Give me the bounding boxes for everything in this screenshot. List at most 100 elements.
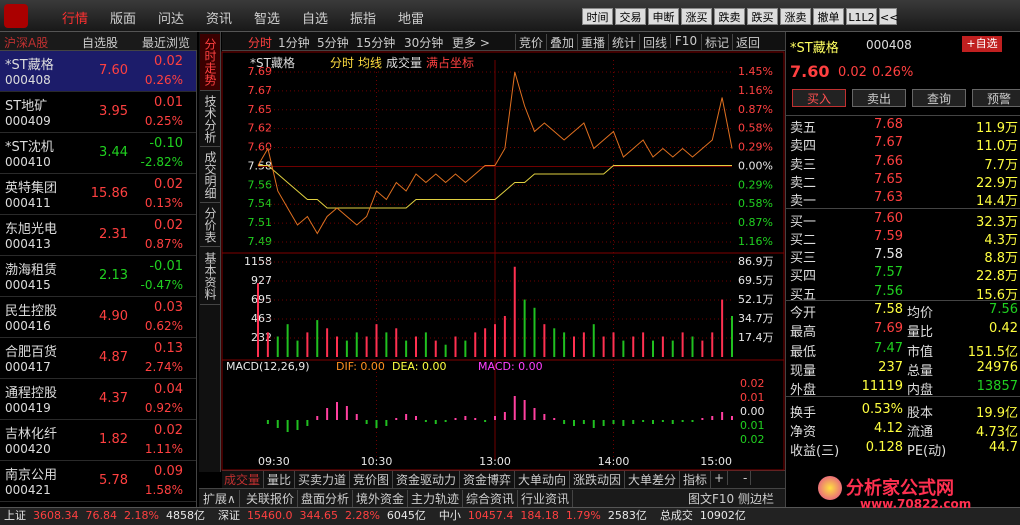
bottom-tab-2[interactable]: 境外资金 <box>356 490 409 507</box>
stock-row[interactable]: *ST沈机 000410 3.44 -0.10 -2.82% <box>0 133 196 174</box>
chart-tool[interactable]: 回线 <box>639 34 670 51</box>
stock-row[interactable]: 民生控股 000416 4.90 0.03 0.62% <box>0 297 196 338</box>
toolbar-button[interactable]: 涨卖 <box>780 8 811 25</box>
bottom-tab-2[interactable]: 扩展∧ <box>203 490 240 507</box>
bottom-tab-2[interactable]: 行业资讯 <box>521 490 574 507</box>
add-watchlist[interactable]: +自选 <box>962 36 1002 52</box>
bottom-tab[interactable]: + <box>714 471 729 485</box>
period-tab[interactable]: 1分钟 <box>278 36 310 50</box>
bottom-tab[interactable]: 竞价图 <box>353 471 394 488</box>
bottom-tab-2[interactable]: 关联报价 <box>246 490 299 507</box>
stock-row[interactable]: 南京公用 000421 5.78 0.09 1.58% <box>0 461 196 502</box>
bottom-tab[interactable]: 量比 <box>267 471 296 488</box>
stock-row[interactable]: 渤海租赁 000415 2.13 -0.01 -0.47% <box>0 256 196 297</box>
chart-tool[interactable]: 标记 <box>701 34 732 51</box>
chart-tool[interactable]: 统计 <box>608 34 639 51</box>
menu-item[interactable]: 行情 <box>62 12 89 27</box>
chart-header-item[interactable]: 成交量 <box>386 56 423 70</box>
chart-tool[interactable]: 叠加 <box>546 34 577 51</box>
pct-label: 0.29% <box>738 178 773 191</box>
status-amount: 4858亿 <box>165 509 205 522</box>
bottom-tab-2[interactable]: 主力轨迹 <box>411 490 464 507</box>
chart-tool[interactable]: 竞价 <box>515 34 546 51</box>
stat-label: 换手 <box>790 405 817 421</box>
bottom-tab[interactable]: 涨跌动因 <box>573 471 626 488</box>
stock-name: *ST藏格 <box>5 58 54 73</box>
bottom-tab[interactable]: 资金驱动力 <box>396 471 461 488</box>
chart-header-item[interactable]: 满占坐标 <box>426 56 475 70</box>
book-label: 卖一 <box>790 194 817 210</box>
bottom-right-tab[interactable]: 侧边栏 <box>738 492 775 506</box>
period-tab[interactable]: 30分钟 <box>404 36 444 50</box>
stock-row[interactable]: 东旭光电 000413 2.31 0.02 0.87% <box>0 215 196 256</box>
toolbar-button[interactable]: L1L2 <box>846 8 877 25</box>
period-tab[interactable]: 15分钟 <box>356 36 396 50</box>
side-tab[interactable]: 技术分析 <box>200 92 220 147</box>
menu-item[interactable]: 版面 <box>110 12 137 27</box>
toolbar-button[interactable]: << <box>879 8 898 25</box>
menu-item[interactable]: 地雷 <box>398 12 425 27</box>
stock-row[interactable]: 通程控股 000419 4.37 0.04 0.92% <box>0 379 196 420</box>
watermark-logo <box>818 476 842 500</box>
chart-tool[interactable]: 重播 <box>577 34 608 51</box>
stock-code: 000408 <box>5 73 51 87</box>
side-tab[interactable]: 分价表 <box>200 204 220 247</box>
chart-tool[interactable]: F10 <box>670 34 701 48</box>
toolbar-button[interactable]: 时间 <box>582 8 613 25</box>
bottom-tab[interactable]: - <box>743 471 752 485</box>
book-price: 7.68 <box>874 117 903 132</box>
time-label: 10:30 <box>361 455 393 468</box>
bottom-tab[interactable]: 买卖力道 <box>298 471 351 488</box>
bottom-right-tab[interactable]: 图文F10 <box>688 492 735 506</box>
stock-tab[interactable]: 最近浏览 <box>142 36 191 50</box>
stock-price: 7.60 <box>99 63 128 78</box>
bottom-tab[interactable]: 成交量 <box>224 471 265 488</box>
menu-item[interactable]: 振指 <box>350 12 377 27</box>
side-tab[interactable]: 基本资料 <box>200 248 220 305</box>
trade-button[interactable]: 卖出 <box>852 89 906 107</box>
period-tab[interactable]: 分时 <box>248 36 273 50</box>
book-price: 7.63 <box>874 190 903 206</box>
bottom-tab[interactable]: 大单差分 <box>628 471 681 488</box>
menu-item[interactable]: 智选 <box>254 12 281 27</box>
menu-item[interactable]: 自选 <box>302 12 329 27</box>
period-tab[interactable]: 5分钟 <box>317 36 349 50</box>
bottom-tab-2[interactable]: 盘面分析 <box>301 490 354 507</box>
stock-tab[interactable]: 自选股 <box>82 36 119 50</box>
menu-item[interactable]: 问达 <box>158 12 185 27</box>
trade-button[interactable]: 买入 <box>792 89 846 107</box>
stock-row[interactable]: 吉林化纤 000420 1.82 0.02 1.11% <box>0 420 196 461</box>
bottom-tab[interactable]: 资金博弈 <box>463 471 516 488</box>
toolbar-button[interactable]: 申断 <box>648 8 679 25</box>
stock-tab[interactable]: 沪深A股 <box>4 36 49 50</box>
menu-item[interactable]: 资讯 <box>206 12 233 27</box>
chart-header-item[interactable]: 均线 <box>358 56 383 70</box>
period-tab[interactable]: 更多 > <box>452 36 490 50</box>
price-label: 7.67 <box>248 84 273 97</box>
book-price: 7.60 <box>874 210 903 226</box>
status-amount: 2583亿 <box>607 509 647 522</box>
toolbar-button[interactable]: 撤单 <box>813 8 844 25</box>
stock-change: 0.13 <box>154 341 183 356</box>
price-label: 7.51 <box>248 216 273 229</box>
stock-row[interactable]: ST地矿 000409 3.95 0.01 0.25% <box>0 92 196 133</box>
bottom-tab[interactable]: 大单动向 <box>518 471 571 488</box>
toolbar-button[interactable]: 跌买 <box>747 8 778 25</box>
trade-button[interactable]: 预警 <box>972 89 1020 107</box>
book-volume: 22.9万 <box>976 175 1018 191</box>
period-bar <box>222 32 785 51</box>
chart-tool[interactable]: 返回 <box>732 34 763 51</box>
side-tab[interactable]: 成交明细 <box>200 148 220 203</box>
side-tab[interactable]: 分时走势 <box>200 34 220 91</box>
chart-header-item[interactable]: 分时 <box>330 56 355 70</box>
stock-row[interactable]: 英特集团 000411 15.86 0.02 0.13% <box>0 174 196 215</box>
stock-row[interactable]: *ST藏格 000408 7.60 0.02 0.26% <box>0 51 196 92</box>
stock-row[interactable]: 合肥百货 000417 4.87 0.13 2.74% <box>0 338 196 379</box>
trade-button[interactable]: 查询 <box>912 89 966 107</box>
toolbar-button[interactable]: 交易 <box>615 8 646 25</box>
toolbar-button[interactable]: 跌卖 <box>714 8 745 25</box>
bottom-tab[interactable]: 指标 <box>683 471 712 488</box>
bottom-tab-2[interactable]: 综合资讯 <box>466 490 519 507</box>
toolbar-button[interactable]: 涨买 <box>681 8 712 25</box>
book-label: 买二 <box>790 232 817 248</box>
